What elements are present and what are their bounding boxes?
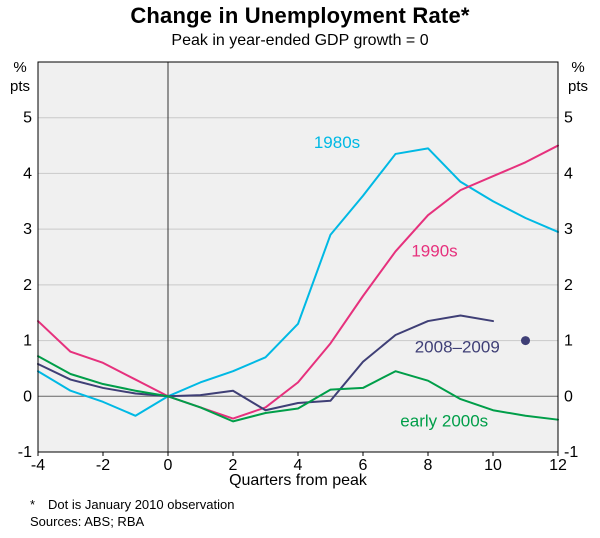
chart-title: Change in Unemployment Rate* (130, 3, 470, 28)
y-tick-label-right: -1 (564, 444, 578, 461)
y-tick-label-left: 0 (23, 388, 32, 405)
y-axis-unit-percent: % (13, 59, 27, 76)
x-tick-label: 12 (549, 457, 567, 474)
y-axis-unit-left: % pts (2, 58, 38, 96)
chart-subtitle: Peak in year-ended GDP growth = 0 (171, 32, 429, 49)
y-tick-label-left: 1 (23, 333, 32, 350)
plot-background (38, 62, 558, 452)
y-tick-label-right: 3 (564, 221, 573, 238)
series-label-2008-2009: 2008–2009 (415, 337, 500, 356)
y-axis-unit-pts: pts (567, 78, 588, 95)
y-tick-label-right: 5 (564, 110, 573, 127)
series-label-1980s: 1980s (314, 133, 360, 152)
y-tick-label-left: 3 (23, 221, 32, 238)
footnote: * Dot is January 2010 observation (30, 497, 234, 512)
footnote-text: Dot is January 2010 observation (48, 497, 235, 512)
y-tick-label-right: 1 (564, 333, 573, 350)
x-tick-label: 0 (164, 457, 173, 474)
series-line-1990s (37, 144, 559, 420)
series-line-1980s (37, 147, 559, 417)
x-tick-label: 4 (294, 457, 303, 474)
y-axis-unit-pts: pts (9, 78, 30, 95)
y-tick-label-right: 0 (564, 388, 573, 405)
y-axis-unit-right: % pts (560, 58, 596, 96)
y-tick-label-left: 2 (23, 277, 32, 294)
series-line-2008-2009 (37, 314, 494, 412)
y-tick-label-left: 4 (23, 165, 32, 182)
y-tick-label-right: 2 (564, 277, 573, 294)
y-axis-unit-percent: % (571, 59, 585, 76)
x-tick-label: -4 (31, 457, 45, 474)
x-tick-label: -2 (96, 457, 110, 474)
y-tick-label-left: 5 (23, 110, 32, 127)
y-tick-label-left: -1 (18, 444, 32, 461)
x-axis-label: Quarters from peak (229, 472, 367, 489)
sources-line: Sources: ABS; RBA (30, 514, 145, 529)
x-tick-label: 6 (359, 457, 368, 474)
footnote-marker: * (30, 497, 36, 512)
jan-2010-dot (521, 336, 530, 346)
series-line-early-2000s (37, 355, 559, 423)
y-tick-label-right: 4 (564, 165, 573, 182)
x-tick-label: 10 (484, 457, 502, 474)
x-tick-label: 2 (229, 457, 238, 474)
x-tick-label: 8 (424, 457, 433, 474)
series-label-1990s: 1990s (411, 241, 457, 260)
series-label-early-2000s: early 2000s (400, 411, 488, 430)
